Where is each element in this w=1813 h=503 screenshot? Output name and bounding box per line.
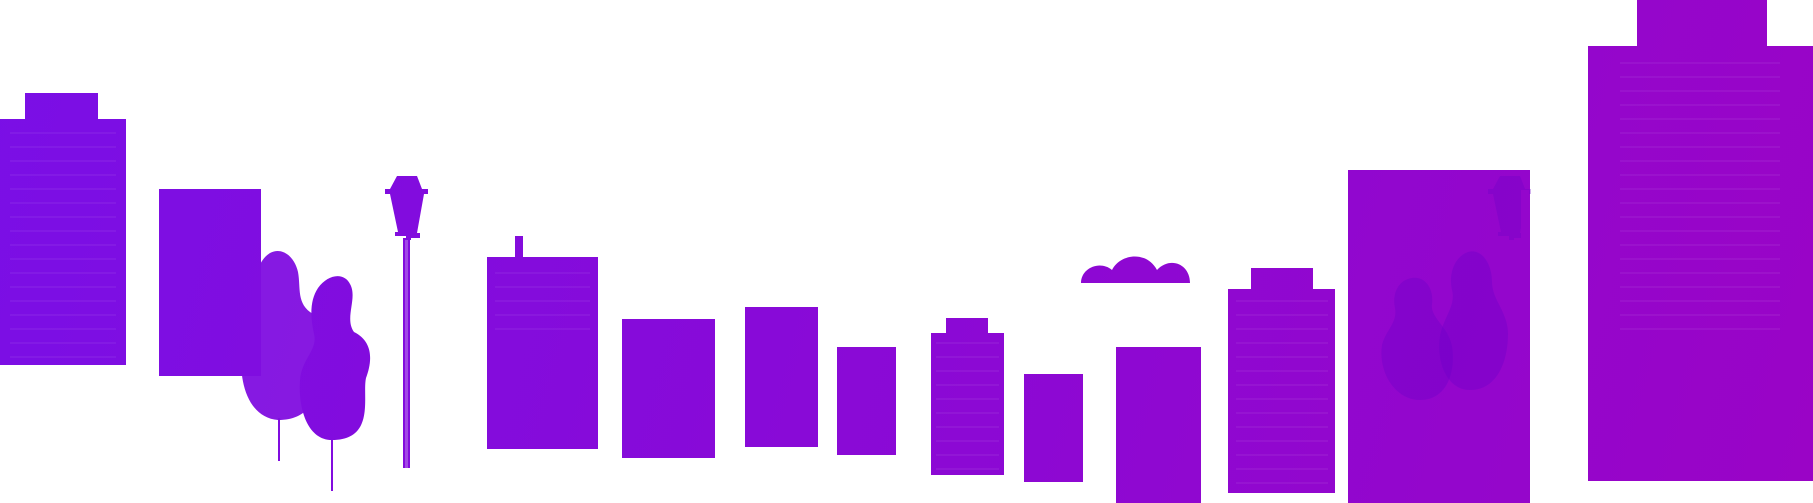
building-8 xyxy=(1024,374,1083,482)
building-9 xyxy=(1116,347,1201,503)
building-3 xyxy=(487,236,598,449)
building-5 xyxy=(745,307,818,447)
building-7 xyxy=(931,318,1004,475)
cloud xyxy=(1081,256,1190,283)
faded-tree-1 xyxy=(1381,277,1453,400)
building-10 xyxy=(1228,268,1335,493)
tree-2 xyxy=(299,276,371,491)
building-4 xyxy=(622,319,715,458)
building-6 xyxy=(837,347,896,455)
street-lamp-2 xyxy=(1488,176,1531,503)
building-11 xyxy=(1348,170,1530,503)
street-lamp-1 xyxy=(385,176,428,468)
building-1 xyxy=(0,93,126,365)
building-12 xyxy=(1588,0,1813,481)
faded-tree-2 xyxy=(1439,251,1508,390)
